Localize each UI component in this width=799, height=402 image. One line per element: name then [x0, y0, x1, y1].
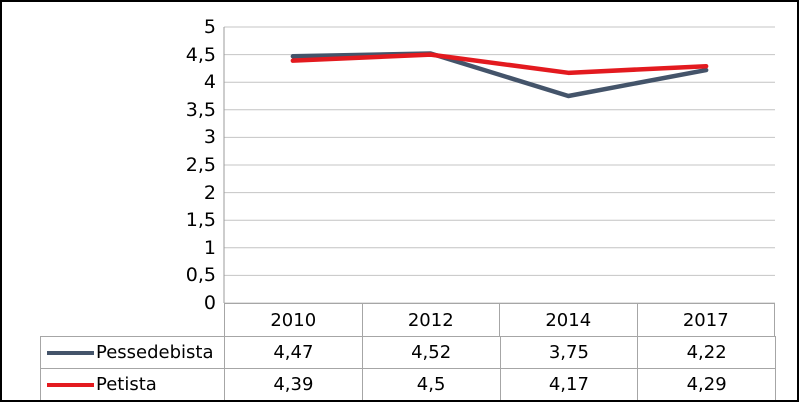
legend-label: Petista	[96, 374, 157, 395]
y-axis-tick-label: 1	[203, 236, 216, 259]
y-axis-tick-label: 3	[203, 126, 216, 149]
table-value: 4,39	[224, 368, 363, 400]
pessedebista-line-swatch-icon	[47, 350, 94, 355]
table-row-petista: Petista 4,39 4,5 4,17 4,29	[40, 368, 776, 400]
y-axis-tick-label: 3,5	[185, 98, 216, 121]
legend-item-pessedebista: Pessedebista	[40, 336, 225, 369]
y-axis-tick-label: 0,5	[185, 264, 216, 287]
y-axis-tick-label: 2,5	[185, 154, 216, 176]
y-axis-tick-label: 4,5	[185, 43, 216, 66]
y-axis-tick-label: 2	[203, 181, 216, 204]
y-axis-tick-label: 5	[203, 16, 216, 38]
petista-line-swatch-icon	[47, 382, 94, 387]
table-value: 4,29	[637, 368, 776, 400]
table-value: 4,52	[361, 336, 501, 369]
table-value: 4,47	[224, 336, 363, 369]
table-header-year: 2014	[499, 303, 638, 337]
series-line-petista	[290, 52, 709, 76]
table-value: 3,75	[499, 336, 639, 369]
table-value: 4,5	[361, 368, 501, 400]
table-value: 4,17	[499, 368, 639, 400]
y-axis-tick-label: 4	[203, 71, 216, 94]
y-axis-tick-label: 1,5	[185, 209, 216, 232]
table-header-year: 2012	[361, 303, 500, 337]
series-line-pessedebista	[290, 51, 709, 99]
y-axis-tick-label: 0	[203, 292, 216, 314]
legend-item-petista: Petista	[40, 368, 225, 400]
table-value: 4,22	[637, 336, 776, 369]
table-header-row: 2010 2012 2014 2017	[224, 303, 775, 337]
table-header-year: 2010	[224, 303, 363, 337]
table-row-pessedebista: Pessedebista 4,47 4,52 3,75 4,22	[40, 336, 776, 369]
table-header-year: 2017	[636, 303, 775, 337]
legend-label: Pessedebista	[96, 342, 214, 363]
